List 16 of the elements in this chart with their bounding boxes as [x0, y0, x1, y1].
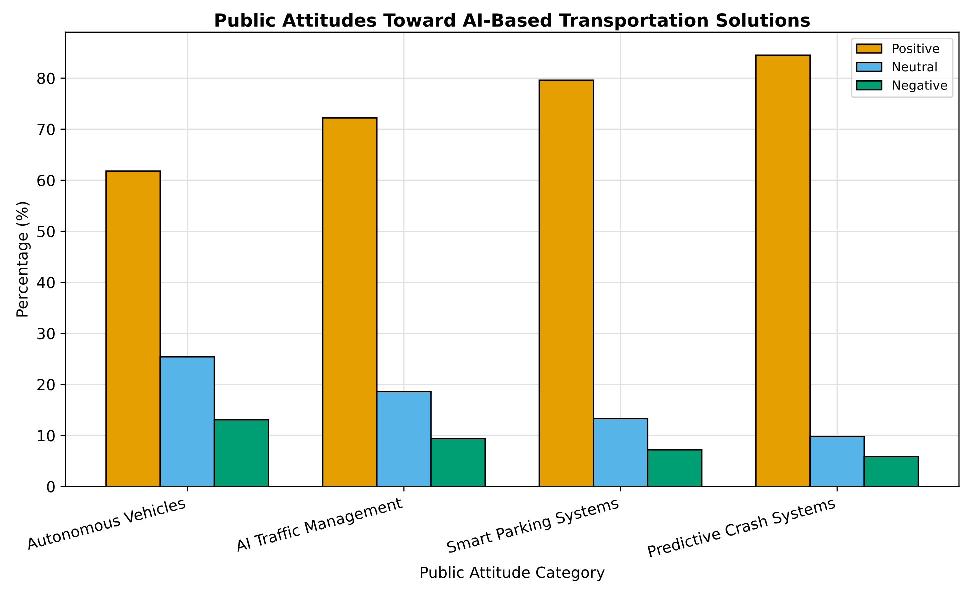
x-tick-label: Smart Parking Systems: [446, 496, 620, 556]
y-tick-label: 50: [38, 226, 55, 238]
y-tick-label: 30: [38, 328, 55, 340]
x-axis-title: Public Attitude Category: [421, 566, 605, 582]
y-tick-label: 80: [38, 72, 55, 84]
y-axis-title: Percentage (%): [16, 202, 31, 317]
y-tick-label: 40: [37, 277, 55, 289]
legend-label: Negative: [893, 80, 948, 92]
y-tick-label: 60: [38, 174, 55, 186]
y-tick-label: 0: [47, 481, 55, 493]
chart-title: Public Attitudes Toward AI-Based Transportation Solutions: [216, 13, 810, 31]
legend-label: Neutral: [893, 62, 937, 72]
y-tick-label: 70: [38, 124, 55, 136]
legend-label: Positive: [893, 44, 940, 54]
y-tick-label: 10: [38, 430, 55, 442]
y-tick-label: 20: [38, 379, 55, 391]
